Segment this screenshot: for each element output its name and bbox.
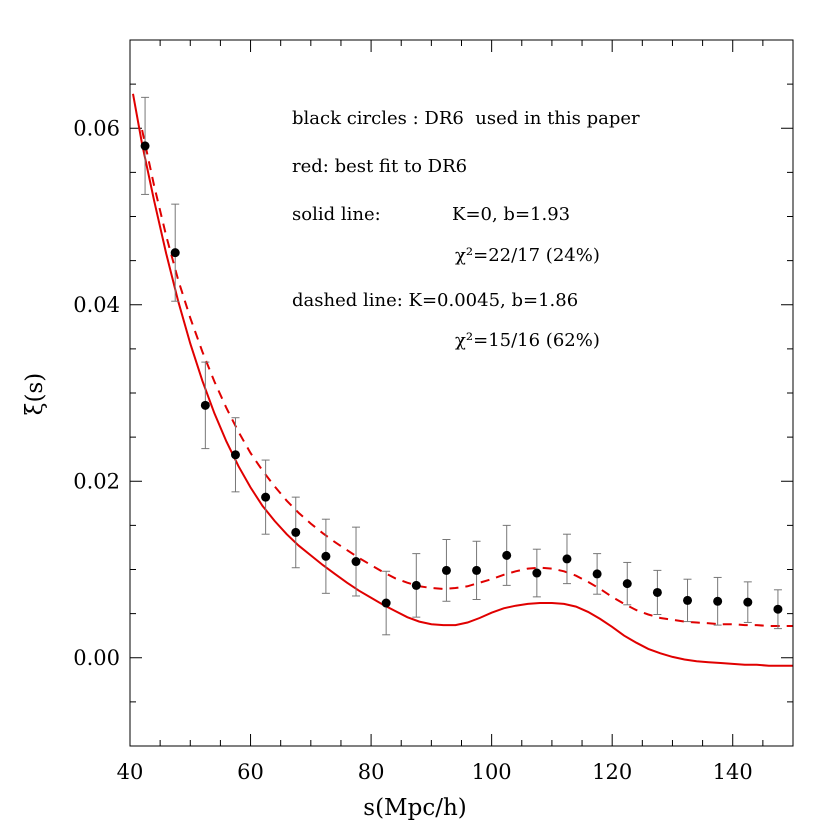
dashed-fit-line xyxy=(141,129,793,627)
y-tick-label: 0.02 xyxy=(73,469,120,493)
x-axis-title: s(Mpc/h) xyxy=(363,795,466,821)
data-point xyxy=(200,400,210,410)
plot-frame xyxy=(129,39,794,747)
annotation-red-best-fit: red: best fit to DR6 xyxy=(292,156,467,177)
data-point xyxy=(351,557,361,567)
annotation-dashed-line: dashed line: K=0.0045, b=1.86 xyxy=(292,290,578,311)
annotation-solid-params: K=0, b=1.93 xyxy=(452,204,570,225)
data-point xyxy=(562,554,572,564)
data-point xyxy=(652,587,662,597)
x-tick-label: 80 xyxy=(358,760,385,784)
data-point xyxy=(713,596,723,606)
model-curves xyxy=(132,93,793,667)
data-point xyxy=(472,565,482,575)
data-point xyxy=(743,597,753,607)
data-point xyxy=(592,569,602,579)
data-point xyxy=(321,551,331,561)
axis-ticks xyxy=(129,39,794,747)
annotation-block: black circles : DR6 used in this paper r… xyxy=(292,108,640,351)
data-point xyxy=(230,450,240,460)
annotation-black-circles: black circles : DR6 used in this paper xyxy=(292,108,640,129)
x-tick-label: 140 xyxy=(713,760,753,784)
solid-fit-line xyxy=(132,93,793,667)
data-point xyxy=(622,579,632,589)
annotation-solid-chi2: χ²=22/17 (24%) xyxy=(455,245,600,266)
data-point xyxy=(381,598,391,608)
x-tick-label: 60 xyxy=(237,760,264,784)
annotation-solid-line: solid line: xyxy=(292,204,381,225)
data-point xyxy=(261,492,271,502)
data-point xyxy=(441,565,451,575)
y-tick-label: 0.04 xyxy=(73,293,120,317)
data-points xyxy=(140,96,783,636)
data-point xyxy=(683,595,693,605)
data-point xyxy=(773,604,783,614)
x-tick-label: 120 xyxy=(592,760,632,784)
data-point xyxy=(170,248,180,258)
data-point xyxy=(291,527,301,537)
y-tick-label: 0.06 xyxy=(73,116,120,140)
data-point xyxy=(532,568,542,578)
x-tick-label: 100 xyxy=(472,760,512,784)
data-point xyxy=(140,141,150,151)
data-point xyxy=(411,580,421,590)
annotation-dashed-chi2: χ²=15/16 (62%) xyxy=(455,330,600,351)
tick-labels: 40 60 80 100 120 140 0.00 0.02 0.04 0.06 xyxy=(73,116,753,784)
data-point xyxy=(502,550,512,560)
y-axis-title: ξ(s) xyxy=(22,373,48,415)
y-tick-label: 0.00 xyxy=(73,646,120,670)
x-tick-label: 40 xyxy=(117,760,144,784)
